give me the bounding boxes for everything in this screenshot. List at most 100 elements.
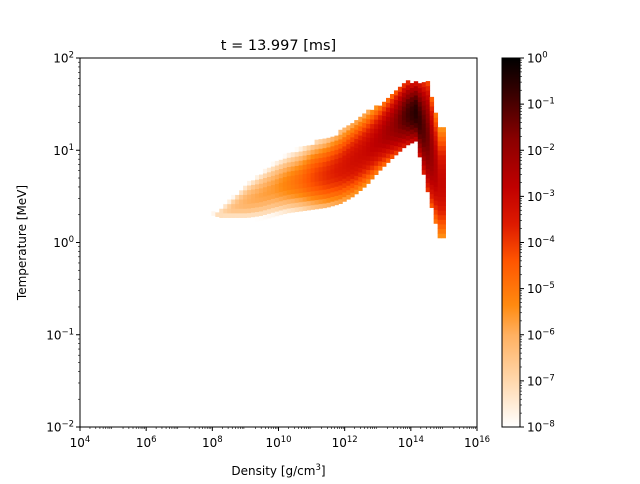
heatmap-cell [251, 198, 256, 204]
heatmap-cell [425, 164, 431, 170]
heatmap-cell [346, 162, 351, 168]
heatmap-cell [322, 166, 327, 172]
heatmap-cell [421, 86, 427, 92]
heatmap-cell [251, 175, 256, 181]
heatmap-cell [421, 160, 427, 166]
heatmap-cell [298, 146, 304, 152]
heatmap-cell [290, 166, 296, 172]
heatmap-cell [270, 166, 276, 172]
heatmap-cell [330, 164, 335, 170]
heatmap-cell [278, 191, 284, 197]
heatmap-cell [362, 164, 367, 170]
heatmap-cell [318, 152, 323, 158]
heatmap-cell [425, 141, 431, 147]
heatmap-cell [433, 126, 439, 132]
heatmap-cell [389, 112, 395, 118]
heatmap-cell [282, 190, 288, 196]
heatmap-cell [298, 197, 304, 203]
heatmap-cell [378, 165, 383, 171]
heatmap-cell [358, 149, 363, 155]
heatmap-cell [366, 160, 371, 166]
heatmap-cell [370, 109, 375, 115]
heatmap-cell [342, 127, 347, 133]
heatmap-cell [258, 169, 264, 175]
heatmap-cell [378, 156, 383, 162]
heatmap-cell [378, 128, 383, 134]
heatmap-cell [417, 101, 423, 107]
heatmap-cell [366, 169, 371, 175]
heatmap-cell [433, 154, 439, 160]
heatmap-cell [370, 114, 375, 120]
heatmap-cell [342, 187, 347, 193]
heatmap-cell [342, 155, 347, 161]
heatmap-cell [258, 174, 264, 180]
heatmap-cell [437, 173, 443, 179]
heatmap-cell [294, 156, 300, 162]
heatmap-cell [330, 192, 335, 198]
heatmap-cell [270, 198, 276, 204]
heatmap-cell [433, 204, 439, 210]
heatmap-cell [413, 118, 419, 124]
heatmap-cell [401, 92, 407, 98]
heatmap-cell [266, 190, 272, 196]
x-axis-label: Density [g/cm3] [231, 463, 325, 478]
heatmap-cell [330, 155, 335, 161]
heatmap-cell [215, 202, 220, 208]
heatmap-cell [286, 171, 292, 177]
heatmap-cell [429, 119, 435, 125]
heatmap-cell [286, 194, 292, 200]
heatmap-cell [362, 145, 367, 151]
heatmap-cell [386, 130, 391, 136]
heatmap-cell [282, 195, 288, 201]
heatmap-cell [374, 110, 379, 116]
heatmap-cell [298, 192, 304, 198]
heatmap-cell [433, 191, 439, 197]
heatmap-cell [258, 192, 264, 198]
heatmap-cell [413, 99, 419, 105]
heatmap-cell [393, 127, 399, 133]
heatmap-cell [326, 197, 331, 203]
heatmap-cell [235, 217, 240, 223]
heatmap-cell [421, 119, 427, 125]
heatmap-cell [266, 162, 272, 168]
heatmap-cell [366, 141, 371, 147]
heatmap-cell [322, 198, 327, 204]
heatmap-cell [310, 167, 315, 173]
heatmap-cell [274, 165, 280, 171]
heatmap-cell [251, 184, 256, 190]
heatmap-cell [433, 195, 439, 201]
heatmap-cell [350, 187, 355, 193]
heatmap-cell [433, 140, 439, 146]
heatmap-cell [278, 200, 284, 206]
heatmap-cell [294, 179, 300, 185]
heatmap-cell [322, 203, 327, 209]
heatmap-cell [382, 110, 387, 117]
heatmap-cell [437, 154, 443, 160]
heatmap-cell [346, 189, 351, 195]
heatmap-cell [266, 167, 272, 173]
heatmap-cell [405, 103, 411, 109]
heatmap-cell [386, 120, 391, 126]
heatmap-cell [330, 145, 335, 151]
heatmap-cell [290, 207, 296, 213]
heatmap-cell [298, 174, 304, 180]
heatmap-cell [294, 207, 300, 213]
heatmap-cell [227, 208, 232, 214]
heatmap-cell [382, 147, 387, 153]
heatmap-cell [362, 127, 367, 133]
heatmap-cell [441, 210, 446, 216]
heatmap-cell [239, 208, 244, 214]
heatmap-cell [262, 163, 268, 169]
x-axis-label-superscript: 3 [315, 463, 320, 473]
heatmap-cell [310, 204, 315, 210]
heatmap-cell [258, 211, 264, 217]
heatmap-cell [342, 146, 347, 152]
heatmap-cell [219, 208, 224, 214]
heatmap-cell [397, 128, 403, 134]
colorbar [501, 57, 521, 428]
heatmap-cell [354, 143, 359, 149]
heatmap-cell [290, 189, 296, 195]
heatmap-cell [358, 125, 363, 132]
heatmap-cell [421, 132, 427, 138]
heatmap-cell [362, 150, 367, 156]
